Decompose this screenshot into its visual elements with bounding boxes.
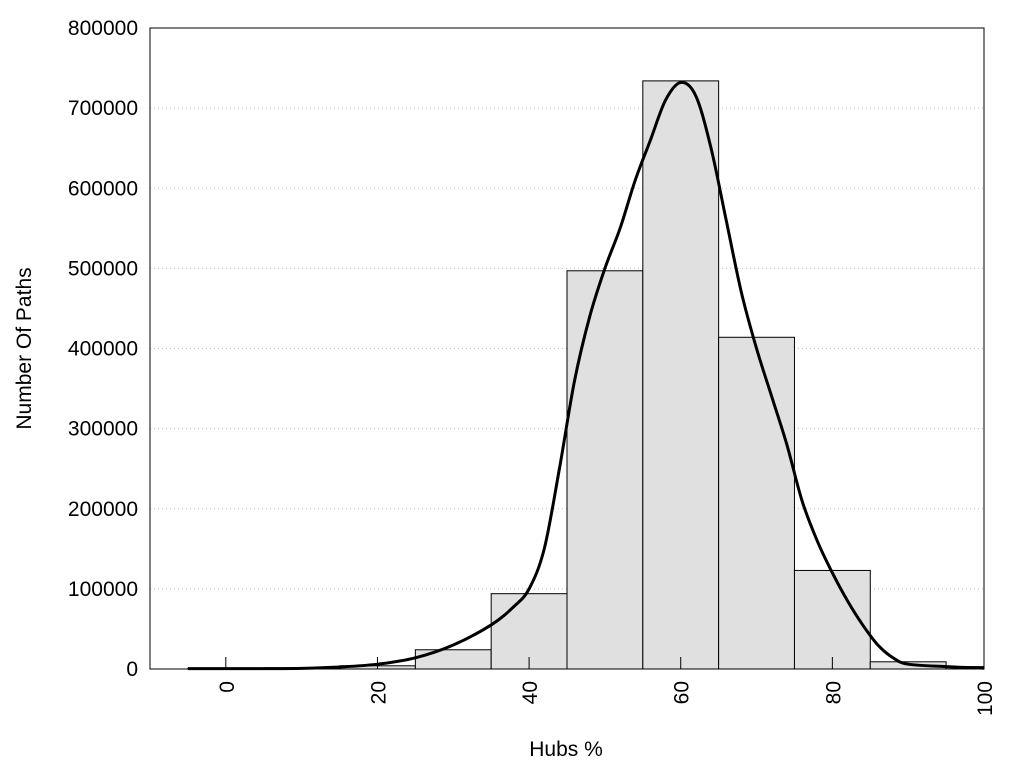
histogram-bar-4 bbox=[490, 593, 568, 670]
y-tick-label-800000: 800000 bbox=[68, 17, 138, 40]
x-tick-label-40: 40 bbox=[519, 681, 542, 704]
histogram-bar-5 bbox=[566, 270, 644, 670]
y-tick-label-400000: 400000 bbox=[68, 338, 138, 361]
x-tick-label-60: 60 bbox=[671, 681, 694, 704]
x-tick-label-80: 80 bbox=[822, 681, 845, 704]
density-curve-line bbox=[187, 80, 985, 671]
y-tick-label-700000: 700000 bbox=[68, 97, 138, 120]
y-tick-label-0: 0 bbox=[126, 658, 138, 681]
y-axis-title: Number Of Paths bbox=[13, 267, 36, 429]
plot-frame bbox=[149, 27, 985, 670]
y-tick-label-500000: 500000 bbox=[68, 257, 138, 280]
y-tick-label-600000: 600000 bbox=[68, 177, 138, 200]
histogram-bar-3 bbox=[414, 649, 492, 670]
histogram-bar-6 bbox=[642, 80, 720, 670]
histogram-bar-7 bbox=[718, 336, 795, 670]
x-tick-label-0: 0 bbox=[216, 681, 239, 693]
y-tick-label-200000: 200000 bbox=[68, 498, 138, 521]
density-curve bbox=[187, 80, 985, 671]
y-tick-label-300000: 300000 bbox=[68, 418, 138, 441]
y-tick-label-100000: 100000 bbox=[68, 578, 138, 601]
x-axis-ticks: 0 20 40 60 80 100 bbox=[216, 657, 997, 716]
histogram-bars bbox=[187, 80, 985, 670]
x-tick-label-20: 20 bbox=[367, 681, 390, 704]
y-axis-ticks: 0 100000 200000 300000 400000 500000 600000 700… bbox=[68, 17, 138, 681]
x-axis-title: Hubs % bbox=[529, 738, 603, 761]
x-tick-label-100: 100 bbox=[974, 681, 997, 716]
